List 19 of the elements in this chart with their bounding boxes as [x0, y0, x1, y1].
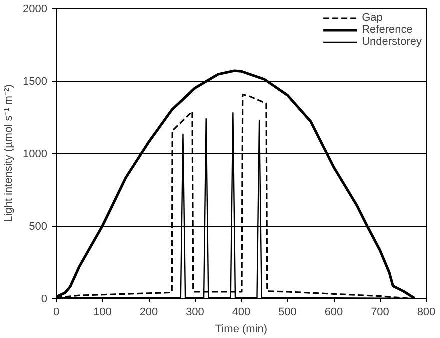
legend-label: Gap	[362, 12, 383, 24]
x-tick-label: 400	[232, 306, 251, 318]
x-axis-title: Time (min)	[215, 324, 268, 336]
x-tick-label: 700	[371, 306, 390, 318]
x-tick-label: 800	[417, 306, 436, 318]
legend-label: Reference	[362, 24, 413, 36]
y-tick-label: 1000	[23, 148, 48, 160]
legend-label: Understorey	[362, 36, 422, 48]
y-tick-label: 1500	[23, 76, 48, 88]
x-tick-label: 100	[94, 306, 112, 318]
y-tick-label: 500	[29, 221, 48, 233]
x-tick-label: 200	[140, 306, 158, 318]
x-tick-label: 0	[53, 306, 60, 318]
y-axis-title: Light intensity (µmol s⁻¹ m⁻²)	[3, 84, 16, 222]
x-tick-label: 300	[186, 306, 204, 318]
x-tick-label: 600	[324, 306, 344, 318]
y-tick-label: 0	[41, 294, 48, 306]
y-tick-label: 2000	[23, 4, 48, 16]
x-tick-label: 500	[278, 306, 297, 318]
